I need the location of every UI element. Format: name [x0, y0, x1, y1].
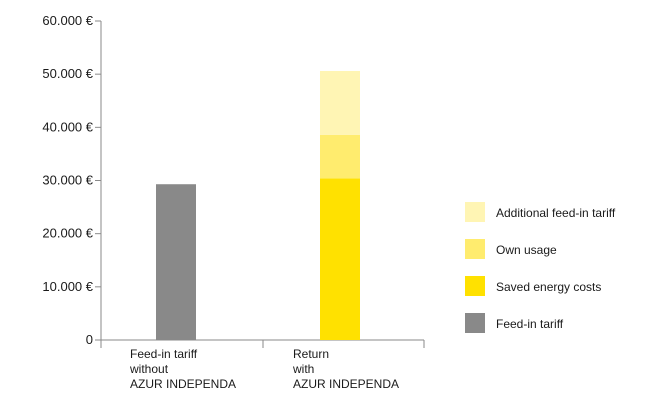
legend-label: Saved energy costs — [496, 280, 601, 294]
y-tick-label: 0 — [86, 332, 93, 347]
legend-swatch — [465, 202, 485, 222]
x-category-label: Return with AZUR INDEPENDA — [292, 347, 399, 391]
y-tick-label: 60.000 € — [42, 13, 93, 28]
x-category-label: Feed-in tariff without AZUR INDEPENDA — [129, 347, 236, 391]
y-tick-label: 20.000 € — [42, 226, 93, 241]
x-category-label-line: AZUR INDEPENDA — [130, 377, 236, 391]
legend-label: Feed-in tariff — [496, 317, 564, 331]
legend: Additional feed-in tariff Own usage Saved … — [465, 202, 616, 333]
x-category-label-line: Feed-in tariff — [130, 347, 198, 361]
bar-segment — [156, 184, 196, 340]
legend-swatch — [465, 276, 485, 296]
legend-label: Additional feed-in tariff — [496, 206, 616, 220]
bars — [156, 70, 360, 340]
category-labels: Feed-in tariff without AZUR INDEPENDARetur… — [129, 347, 399, 391]
x-category-label-line: AZUR INDEPENDA — [293, 377, 399, 391]
y-tick-label: 10.000 € — [42, 279, 93, 294]
legend-label: Own usage — [496, 243, 557, 257]
y-axis: 0 10.000 € 20.000 € 30.000 € 40.000 € 50.000 … — [42, 13, 102, 348]
bar-segment — [320, 178, 360, 340]
legend-swatch — [465, 313, 485, 333]
bar-segment — [320, 134, 360, 179]
y-tick-label: 50.000 € — [42, 66, 93, 81]
y-tick-label: 30.000 € — [42, 173, 93, 188]
bar-segment — [320, 70, 360, 135]
x-category-label-line: with — [292, 362, 314, 376]
x-axis — [101, 339, 425, 348]
legend-swatch — [465, 239, 485, 259]
y-tick-label: 40.000 € — [42, 119, 93, 134]
x-category-label-line: Return — [293, 347, 329, 361]
x-category-label-line: without — [129, 362, 169, 376]
